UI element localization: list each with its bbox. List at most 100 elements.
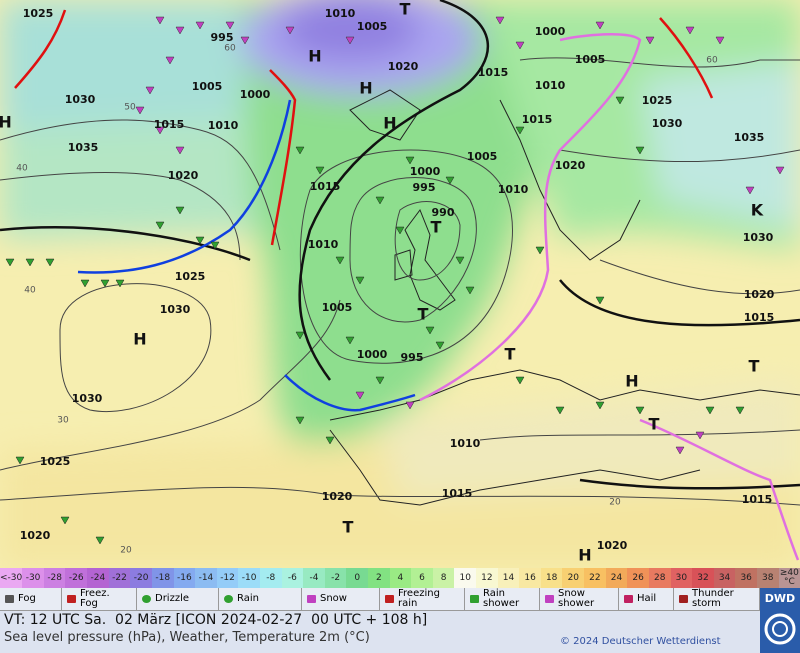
isobar-label: 1015 — [522, 113, 553, 126]
snow-shower — [155, 126, 165, 135]
scale-step: 34 — [713, 568, 736, 588]
scale-step: -18 — [151, 568, 174, 588]
rain-shower — [555, 406, 565, 415]
snow-shower — [225, 21, 235, 30]
rain-shower — [45, 258, 55, 267]
rain-shower — [375, 376, 385, 385]
scale-step: -22 — [108, 568, 131, 588]
rain-shower — [405, 156, 415, 165]
isobar-label: 1015 — [742, 493, 773, 506]
scale-step: -10 — [238, 568, 260, 588]
scale-step: 10 — [454, 568, 477, 588]
snow-shower — [155, 16, 165, 25]
description: Sea level pressure (hPa), Weather, Tempe… — [4, 630, 370, 645]
isobar-label: 1020 — [322, 490, 353, 503]
isobar-label: 1030 — [65, 93, 96, 106]
graticule-label: 40 — [24, 286, 36, 296]
pressure-center: T — [343, 518, 354, 537]
rain-shower — [425, 326, 435, 335]
isobar-label: 1035 — [734, 131, 765, 144]
scale-step: 22 — [584, 568, 606, 588]
logo-swirl — [764, 613, 796, 645]
scale-step: 14 — [497, 568, 520, 588]
isobar-label: 1025 — [642, 94, 673, 107]
scale-step: -8 — [259, 568, 282, 588]
isobar-label: 1015 — [744, 311, 775, 324]
fronts — [14, 9, 800, 561]
isobar-label: 1010 — [498, 183, 529, 196]
legend-icon — [307, 595, 316, 603]
isobar-label: 1005 — [322, 301, 353, 314]
snow-shower — [675, 446, 685, 455]
legend-item: Thunder storm — [674, 588, 760, 610]
legend-icon — [224, 595, 233, 603]
legend-icon — [385, 595, 394, 603]
isobar-label: 1010 — [325, 7, 356, 20]
legend-label: Drizzle — [155, 593, 190, 604]
rain-shower — [210, 241, 220, 250]
pressure-center: H — [0, 113, 12, 132]
rain-shower — [335, 256, 345, 265]
legend-item: Freezing rain — [380, 588, 465, 610]
temperature-scale: <-30 -30 -28 -26 -24 -22 -20 -18 -16 -14 -12 -10 -8-… — [0, 568, 800, 588]
scale-step: 36 — [735, 568, 757, 588]
snow-shower — [165, 56, 175, 65]
legend-label: Hail — [637, 593, 657, 604]
rain-shower — [445, 176, 455, 185]
legend-icon — [67, 595, 76, 603]
rain-shower — [535, 246, 545, 255]
scale-step: 6 — [411, 568, 433, 588]
rain-shower — [355, 276, 365, 285]
isobar-label: 1000 — [535, 25, 566, 38]
snow-shower — [495, 16, 505, 25]
snow-shower — [345, 36, 355, 45]
rain-shower — [25, 258, 35, 267]
pressure-center: H — [625, 372, 638, 391]
isobar-label: 1020 — [555, 159, 586, 172]
isobar-label: 1005 — [357, 20, 388, 33]
scale-step: 2 — [368, 568, 390, 588]
snow-shower — [405, 401, 415, 410]
isobar-label: 1005 — [192, 80, 223, 93]
isobar-label: 1030 — [743, 231, 774, 244]
pressure-center: T — [431, 218, 442, 237]
scale-step: -16 — [173, 568, 196, 588]
rain-shower — [635, 146, 645, 155]
rain-shower — [155, 221, 165, 230]
pressure-center: T — [649, 415, 660, 434]
legend-icon — [679, 595, 688, 603]
scale-step: 8 — [432, 568, 455, 588]
legend: Fog Freez. Fog Drizzle Rain Snow Freezing rai… — [0, 588, 760, 611]
graticule-label: 20 — [609, 498, 621, 508]
isobar-label: 1015 — [442, 487, 473, 500]
rain-shower — [95, 536, 105, 545]
graticule-label: 60 — [224, 44, 236, 54]
isobar-label: 1000 — [410, 165, 441, 178]
rain-shower — [345, 336, 355, 345]
isobar-label: 1020 — [744, 288, 775, 301]
scale-step: 28 — [648, 568, 671, 588]
isobar-label: 1015 — [154, 118, 185, 131]
isobar-label: 995 — [211, 31, 234, 44]
isobar-label: 1015 — [310, 180, 341, 193]
isobar-label: 1005 — [575, 53, 606, 66]
graticule-label: 30 — [57, 416, 69, 426]
isobar-label: 1025 — [23, 7, 54, 20]
snow-shower — [240, 36, 250, 45]
rain-shower — [465, 286, 475, 295]
isobar-label: 1010 — [208, 119, 239, 132]
legend-label: Freez. Fog — [80, 588, 110, 609]
scale-step: -24 — [87, 568, 109, 588]
legend-label: Thunder storm — [692, 588, 734, 609]
scale-step: -6 — [281, 568, 304, 588]
snow-shower — [515, 41, 525, 50]
rain-shower — [295, 416, 305, 425]
scale-step: 20 — [562, 568, 585, 588]
isobars — [0, 57, 800, 506]
scale-step: -26 — [65, 568, 88, 588]
rain-shower — [15, 456, 25, 465]
legend-item: Rain shower — [465, 588, 540, 610]
pressure-center: H — [383, 114, 396, 133]
legend-item: Drizzle — [137, 588, 219, 610]
isobar-label: 1010 — [450, 437, 481, 450]
